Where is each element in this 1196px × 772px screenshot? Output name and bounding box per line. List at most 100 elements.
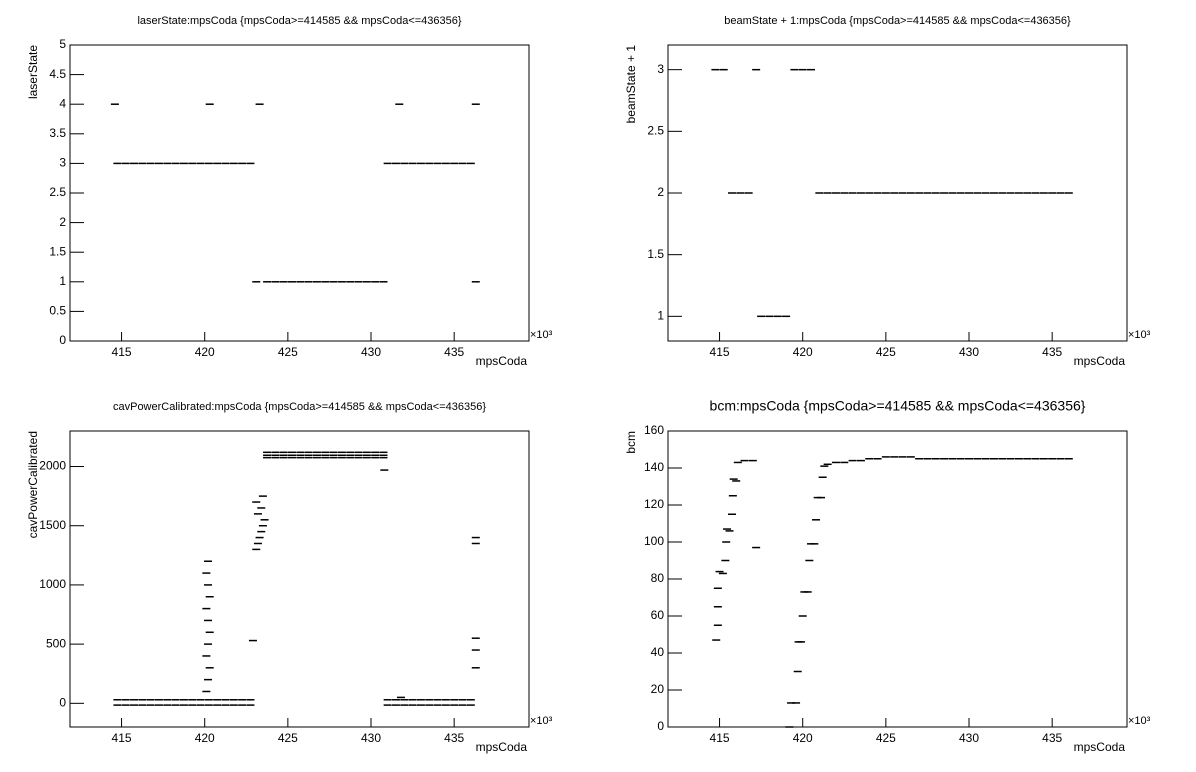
point — [890, 456, 899, 458]
point — [1048, 192, 1057, 194]
point — [321, 456, 330, 459]
point — [471, 667, 480, 669]
point — [288, 456, 297, 459]
x-axis-multiplier: ×10³ — [1128, 329, 1151, 341]
point — [433, 699, 442, 701]
point — [154, 704, 163, 706]
x-tick-label: 420 — [195, 731, 215, 745]
point — [346, 454, 355, 457]
point — [329, 281, 338, 283]
point — [793, 670, 802, 673]
point — [202, 655, 211, 657]
point — [998, 192, 1007, 194]
point — [400, 704, 409, 706]
point — [823, 192, 832, 194]
x-tick-label: 425 — [278, 731, 298, 745]
point — [202, 690, 211, 693]
point — [204, 704, 213, 706]
x-axis-multiplier: ×10³ — [1128, 715, 1151, 727]
point — [744, 192, 753, 194]
point — [121, 699, 130, 701]
y-tick-label: 2.5 — [647, 124, 664, 138]
point — [890, 192, 899, 194]
point — [807, 68, 816, 71]
point — [713, 624, 722, 626]
point — [255, 103, 264, 105]
point — [304, 454, 313, 457]
point — [255, 536, 264, 539]
point — [257, 530, 266, 533]
point — [362, 451, 371, 454]
point — [1056, 458, 1065, 460]
point — [965, 458, 974, 460]
chart-title: laserState:mpsCoda {mpsCoda>=414585 && m… — [137, 15, 461, 27]
point — [362, 456, 371, 459]
point — [425, 162, 434, 165]
point — [354, 451, 363, 454]
point — [263, 281, 272, 283]
point — [279, 454, 288, 457]
point — [1048, 458, 1057, 460]
point — [354, 456, 363, 459]
point — [873, 192, 882, 194]
point — [736, 192, 745, 194]
point — [379, 454, 388, 457]
point — [379, 281, 388, 283]
point — [973, 458, 982, 460]
point — [433, 704, 442, 706]
point — [1031, 192, 1040, 194]
point — [312, 451, 321, 454]
point — [271, 456, 280, 459]
point — [1023, 192, 1032, 194]
point — [1064, 192, 1073, 194]
point — [729, 478, 738, 480]
point — [196, 704, 205, 706]
y-tick-label: 60 — [651, 608, 665, 622]
point — [213, 704, 222, 706]
point — [271, 454, 280, 457]
panel: beamState + 1:mpsCoda {mpsCoda>=414585 &… — [624, 15, 1150, 368]
y-tick-label: 40 — [651, 645, 665, 659]
point — [818, 476, 827, 478]
point — [1014, 458, 1023, 460]
point — [383, 704, 392, 706]
point — [898, 456, 907, 458]
point — [998, 458, 1007, 460]
point — [831, 461, 840, 464]
x-tick-label: 430 — [959, 345, 979, 359]
point — [121, 162, 130, 165]
point — [471, 637, 480, 639]
point — [354, 281, 363, 283]
point — [146, 699, 155, 701]
y-tick-label: 2.5 — [49, 185, 66, 199]
point — [204, 619, 213, 622]
x-tick-label: 420 — [793, 731, 813, 745]
point — [873, 458, 882, 460]
point — [260, 519, 269, 521]
point — [848, 192, 857, 194]
point — [956, 192, 965, 194]
x-tick-label: 415 — [112, 345, 132, 359]
point — [711, 68, 720, 71]
point — [790, 68, 799, 71]
point — [221, 699, 230, 701]
point — [752, 68, 761, 71]
point — [252, 281, 261, 283]
point — [171, 699, 180, 701]
point — [296, 456, 305, 459]
point — [238, 704, 247, 706]
point — [848, 459, 857, 462]
point — [391, 162, 400, 165]
point — [263, 454, 272, 457]
point — [466, 704, 475, 706]
point — [948, 192, 957, 194]
point — [458, 162, 467, 165]
y-tick-label: 2 — [59, 215, 66, 229]
point — [354, 454, 363, 457]
y-tick-label: 3.5 — [49, 126, 66, 140]
point — [721, 559, 730, 562]
point — [740, 459, 749, 462]
point — [130, 162, 139, 165]
point — [712, 639, 721, 641]
point — [337, 281, 346, 283]
